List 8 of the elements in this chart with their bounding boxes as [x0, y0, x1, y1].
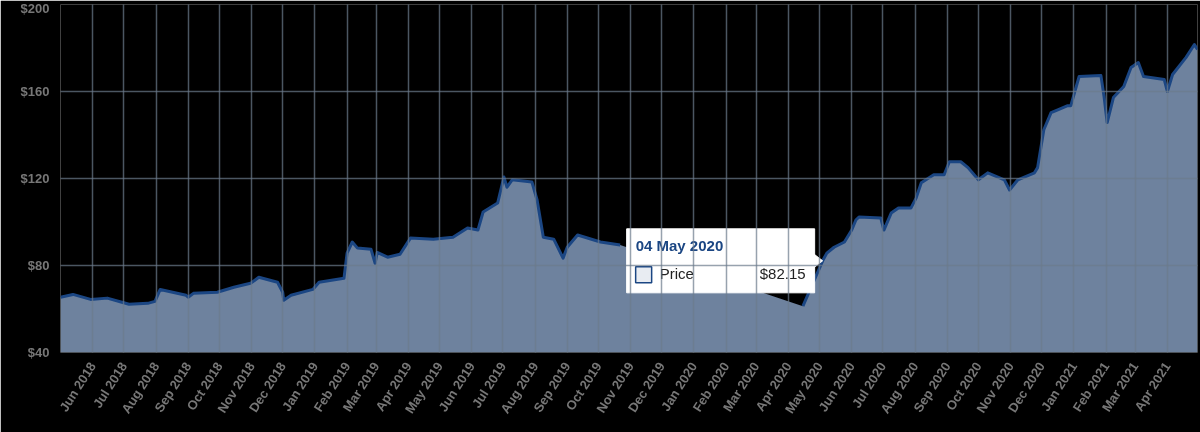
y-tick-label: $120 — [20, 171, 50, 186]
y-tick-label: $200 — [20, 0, 50, 16]
y-tick-label: $40 — [27, 345, 50, 360]
y-tick-label: $80 — [27, 258, 50, 273]
y-tick-label: $160 — [20, 84, 50, 99]
annotation: 04 May 2020 — [635, 236, 724, 254]
annotation: $82.15 — [759, 264, 806, 282]
legend-label: Price — [659, 264, 694, 282]
